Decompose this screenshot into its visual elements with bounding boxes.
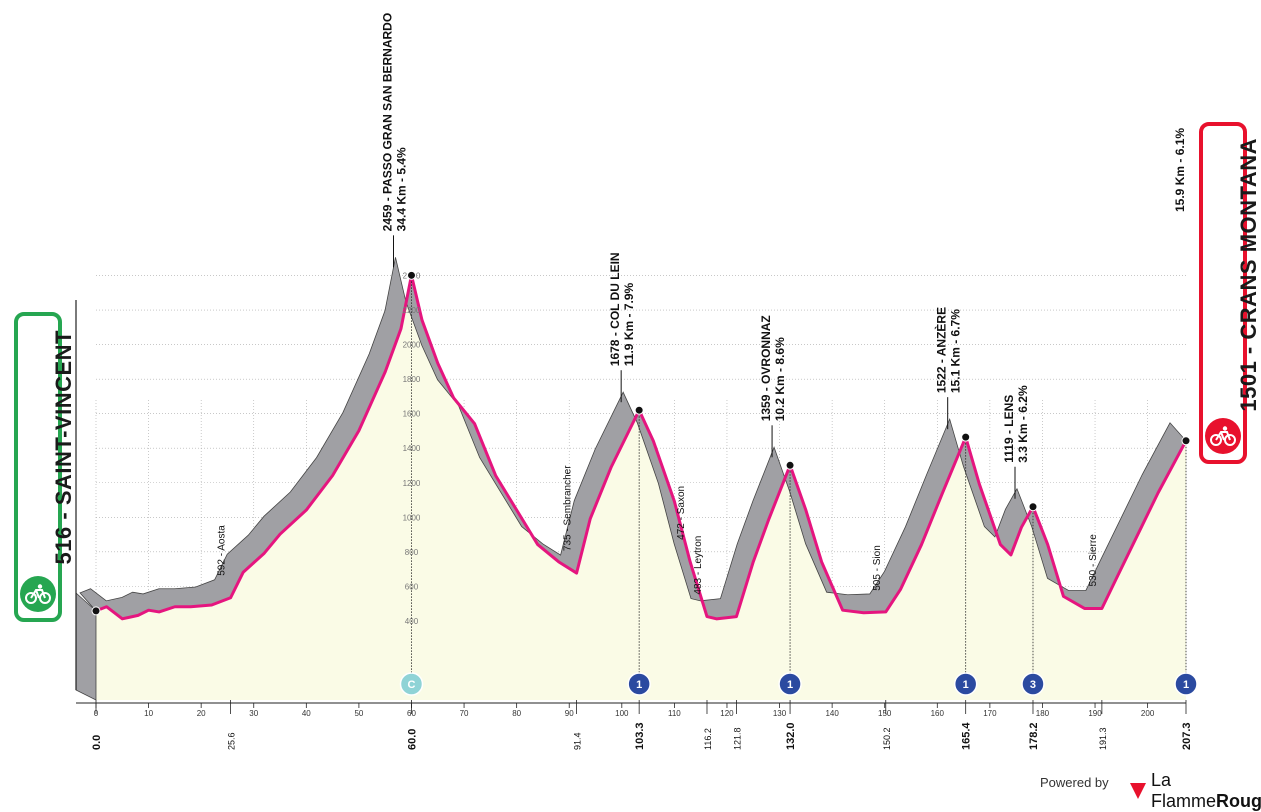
town-label: 592 - Aosta <box>217 525 228 576</box>
x-tick-label: 70 <box>460 709 469 718</box>
category-badge-label: 1 <box>1183 679 1189 691</box>
y-tick-label: 1400 <box>403 444 421 453</box>
x-tick-label: 30 <box>249 709 258 718</box>
summit-climb-label: 10.2 Km - 8.6% <box>773 337 787 421</box>
summit-climb-label: 34.4 Km - 5.4% <box>394 147 408 231</box>
start-label: 516 - SAINT-VINCENT <box>51 330 76 565</box>
km-label: 150.2 <box>882 727 892 750</box>
km-label: 60.0 <box>406 729 418 750</box>
y-tick-label: 1000 <box>403 513 421 522</box>
y-tick-label: 600 <box>405 582 419 591</box>
brand-name-b: Rouge <box>1216 791 1261 811</box>
summit-name-label: 1119 - LENS <box>1002 395 1016 463</box>
start-label-box: 516 - SAINT-VINCENT <box>14 312 76 622</box>
x-tick-label: 110 <box>668 709 681 718</box>
summit-climb-label: 11.9 Km - 7.9% <box>622 283 636 367</box>
finish-climb-label: 15.9 Km - 6.1% <box>1173 128 1187 212</box>
x-tick-label: 190 <box>1088 709 1102 718</box>
x-tick-label: 10 <box>144 709 153 718</box>
area-layer <box>75 257 1188 701</box>
category-badge-label: C <box>408 679 416 691</box>
brand-logo: La FlammeRouge <box>1130 770 1261 812</box>
km-label: 91.4 <box>573 732 583 750</box>
cyclist-icon <box>1205 418 1241 454</box>
powered-by-text: Powered by <box>1040 775 1109 790</box>
x-tick-label: 200 <box>1141 709 1155 718</box>
km-label: 25.6 <box>227 732 237 750</box>
category-badge-label: 1 <box>963 679 969 691</box>
summit-name-label: 1359 - OVRONNAZ <box>759 315 773 421</box>
category-badge <box>399 672 424 696</box>
km-label: 165.4 <box>961 722 973 750</box>
flame-logo-icon <box>1130 783 1146 799</box>
town-label: 735 - Sembrancher <box>563 465 574 551</box>
x-tick-label: 150 <box>878 709 892 718</box>
x-tick-label: 160 <box>931 709 945 718</box>
km-label: 121.8 <box>732 727 742 750</box>
km-label: 207.3 <box>1181 722 1193 750</box>
x-tick-label: 80 <box>512 709 521 718</box>
start-dot <box>91 606 101 616</box>
x-tick-label: 170 <box>983 709 997 718</box>
marker-layer: C 1 1 1 3 1 <box>91 235 1198 696</box>
x-tick-label: 120 <box>720 709 734 718</box>
x-tick-label: 140 <box>825 709 839 718</box>
finish-label: 1501 - CRANS MONTANA <box>1236 138 1261 412</box>
x-tick-label: 180 <box>1036 709 1050 718</box>
summit-name-label: 2459 - PASSO GRAN SAN BERNARDO <box>380 13 394 231</box>
category-badge-label: 1 <box>787 679 793 691</box>
town-label: 483 - Leytron <box>693 536 704 595</box>
km-label: 191.3 <box>1098 727 1108 750</box>
profile-fill <box>96 275 1186 700</box>
x-tick-label: 100 <box>615 709 629 718</box>
summit-dot <box>406 270 416 280</box>
category-badge <box>778 672 802 696</box>
x-tick-label: 130 <box>773 709 787 718</box>
km-label: 132.0 <box>785 722 797 750</box>
summit-dot <box>1028 502 1038 512</box>
profile-line <box>95 273 1188 621</box>
x-tick-label: 20 <box>197 709 206 718</box>
summit-dot <box>785 460 795 470</box>
label-layer: 0.0 25.6 91.4 116.2 121.8 150.2 191.360.0 103.3… <box>91 13 1193 750</box>
summit-name-label: 1678 - COL DU LEIN <box>608 252 622 366</box>
category-badge-label: 3 <box>1030 679 1036 691</box>
y-tick-label: 1800 <box>403 375 421 384</box>
km-label: 0.0 <box>91 735 103 750</box>
km-label: 178.2 <box>1028 722 1040 750</box>
x-tick-label: 50 <box>354 709 363 718</box>
km-label: 103.3 <box>634 722 646 750</box>
category-badge-label: 1 <box>636 679 642 691</box>
summit-dot <box>1181 436 1191 446</box>
finish-label-box: 1501 - CRANS MONTANA <box>1199 122 1261 464</box>
category-badge <box>1021 672 1045 696</box>
y-tick-label: 2200 <box>403 306 421 315</box>
x-tick-label: 90 <box>565 709 574 718</box>
town-label: 505 - Sion <box>872 545 883 591</box>
category-badge <box>953 672 978 696</box>
brand-name-a: La Flamme <box>1151 770 1217 811</box>
x-tick-layer: 0102030405060708090100110120130140150160… <box>76 700 1187 718</box>
town-label: 472 - Saxon <box>676 486 687 540</box>
category-badge <box>1174 672 1198 696</box>
x-tick-label: 40 <box>302 709 311 718</box>
category-badge <box>627 672 651 696</box>
summit-dot <box>634 405 644 415</box>
summit-climb-label: 15.1 Km - 6.7% <box>949 309 963 393</box>
cyclist-icon <box>20 576 56 612</box>
km-label: 116.2 <box>703 728 713 750</box>
summit-climb-label: 3.3 Km - 6.2% <box>1016 385 1030 463</box>
summit-dot <box>961 432 971 442</box>
summit-name-label: 1522 - ANZÈRE <box>934 307 949 393</box>
town-label: 530 - Sierre <box>1088 534 1099 587</box>
